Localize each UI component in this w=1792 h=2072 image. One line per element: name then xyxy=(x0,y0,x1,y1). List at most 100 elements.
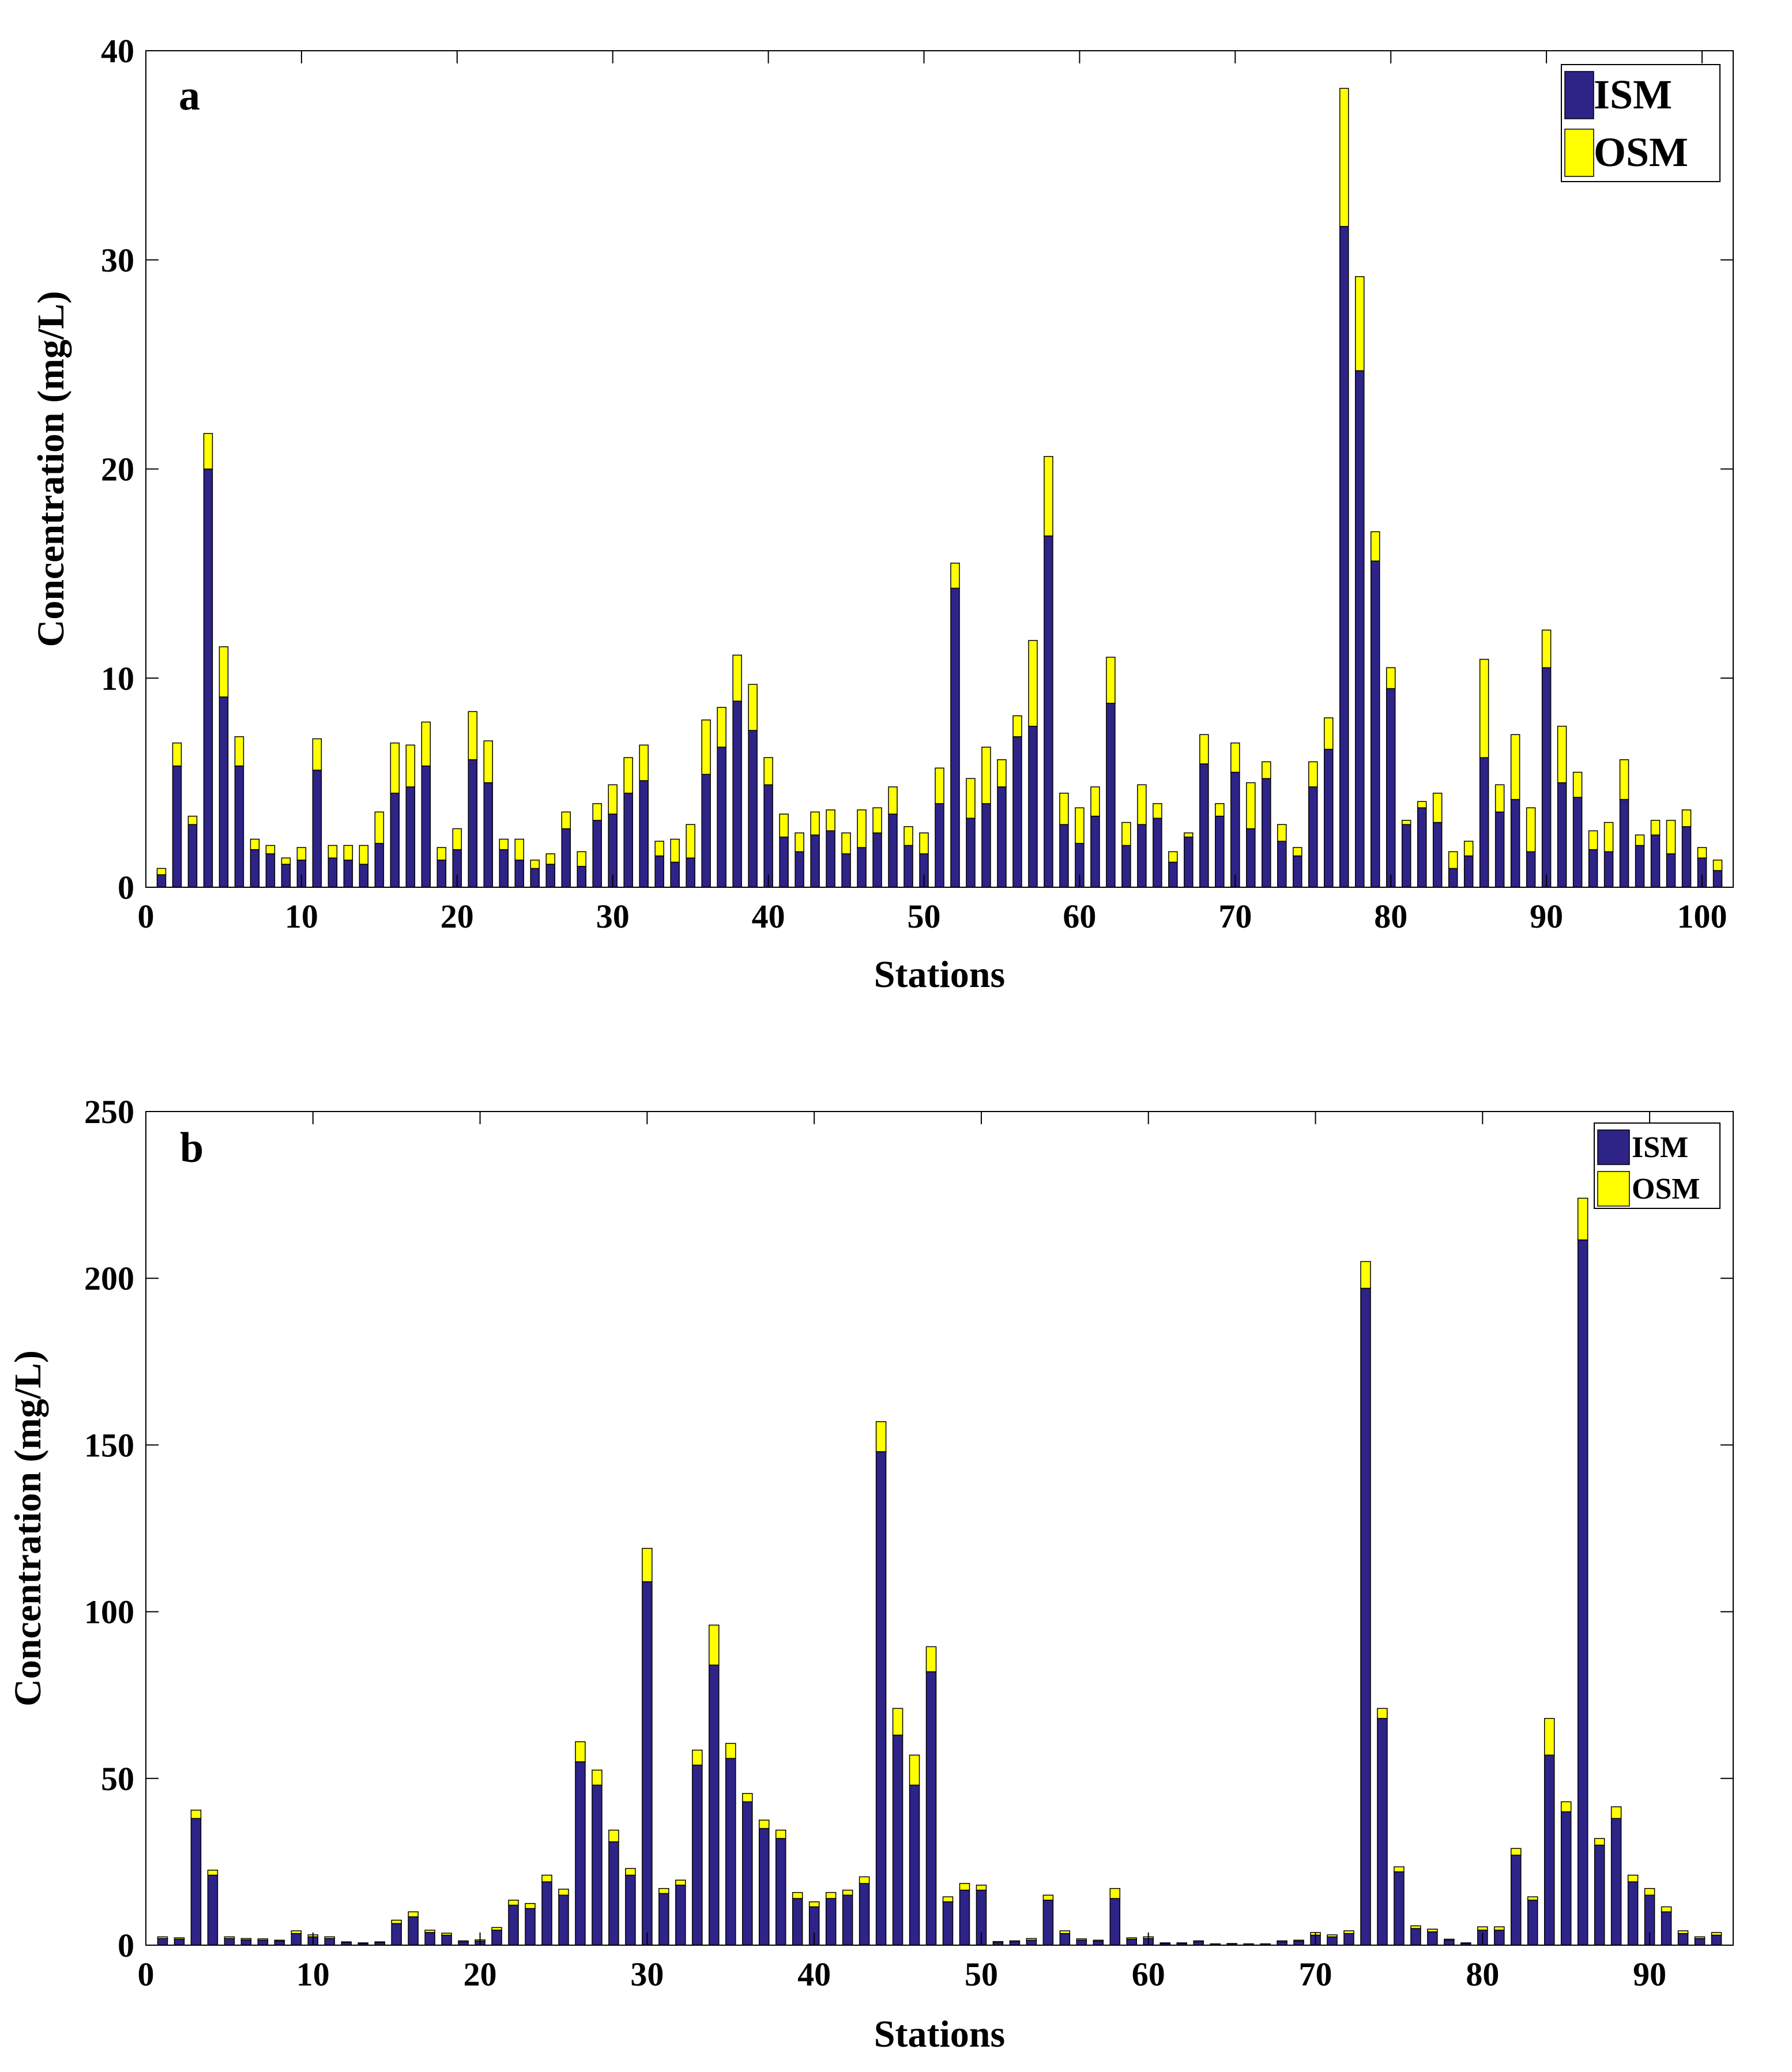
panel-b-bar-ism-2 xyxy=(174,1938,185,1946)
panel-a-bar-osm-83 xyxy=(1432,793,1443,823)
panel-b-bar-osm-72 xyxy=(1343,1930,1354,1934)
panel-a-bar-osm-40 xyxy=(763,757,773,786)
panel-b-bar-osm-33 xyxy=(692,1749,703,1766)
panel-a-bar-osm-2 xyxy=(172,742,182,767)
panel-b-bar-osm-9 xyxy=(291,1930,302,1934)
panel-a-bar-osm-25 xyxy=(530,860,540,869)
panel-a-bar-osm-41 xyxy=(779,813,789,838)
panel-b-bar-osm-58 xyxy=(1109,1888,1121,1899)
panel-b-bar-osm-45 xyxy=(892,1708,903,1736)
panel-b-bar-ism-92 xyxy=(1677,1933,1689,1946)
panel-a-ytick-label: 10 xyxy=(101,660,134,697)
panel-b-bar-ism-56 xyxy=(1076,1939,1087,1946)
panel-a-bar-ism-88 xyxy=(1510,798,1520,888)
panel-a-legend-swatch-osm xyxy=(1564,129,1594,177)
panel-b-bar-ism-44 xyxy=(875,1451,887,1946)
panel-b-bar-ism-31 xyxy=(658,1893,669,1946)
panel-b-bar-ism-29 xyxy=(625,1874,636,1946)
panel-b-bar-ism-59 xyxy=(1126,1938,1138,1946)
panel-a-bar-ism-54 xyxy=(981,803,991,888)
panel-a-bar-ism-101 xyxy=(1712,870,1723,888)
panel-b-bar-osm-17 xyxy=(424,1930,435,1933)
panel-b-bar-ism-21 xyxy=(491,1930,502,1946)
panel-a-bar-osm-101 xyxy=(1712,860,1723,871)
panel-b-bar-ism-89 xyxy=(1627,1881,1639,1946)
panel-b-bar-osm-43 xyxy=(859,1876,870,1884)
panel-b-bar-ism-1 xyxy=(157,1938,168,1946)
panel-a-bar-osm-82 xyxy=(1417,801,1427,808)
panel-b-bar-ism-4 xyxy=(207,1874,219,1946)
panel-a-bar-ism-77 xyxy=(1339,225,1349,888)
panel-b-bar-ism-81 xyxy=(1494,1930,1505,1946)
panel-b-bar-osm-15 xyxy=(391,1919,402,1924)
panel-a-bar-osm-56 xyxy=(1012,715,1022,737)
panel-a-bar-ism-51 xyxy=(935,803,944,888)
panel-b-bar-osm-36 xyxy=(741,1793,753,1803)
panel-b-bar-osm-91 xyxy=(1661,1906,1672,1912)
panel-a-bar-ism-57 xyxy=(1028,725,1038,888)
panel-a-bar-osm-50 xyxy=(919,832,929,854)
panel-b-bar-ism-57 xyxy=(1093,1941,1104,1946)
panel-b-bar-ism-23 xyxy=(525,1908,536,1946)
panel-a-bar-osm-15 xyxy=(374,811,385,844)
panel-a-bar-osm-84 xyxy=(1448,851,1458,869)
panel-a-bar-osm-4 xyxy=(203,433,213,470)
panel-b-xtick-label: 10 xyxy=(296,1956,330,1993)
panel-b-bar-osm-49 xyxy=(959,1883,970,1891)
panel-b-bar-osm-66 xyxy=(1243,1943,1254,1945)
panel-b-bar-ism-5 xyxy=(224,1938,235,1946)
panel-a-bar-ism-69 xyxy=(1215,815,1225,888)
panel-b-bar-osm-76 xyxy=(1410,1925,1421,1929)
panel-a-bar-ism-52 xyxy=(950,587,960,888)
panel-b-bar-osm-39 xyxy=(792,1892,803,1899)
panel-b-bar-ism-7 xyxy=(257,1939,269,1946)
panel-b-bar-ism-72 xyxy=(1343,1933,1354,1946)
panel-b-bar-osm-37 xyxy=(758,1819,770,1829)
panel-b-bar-ism-58 xyxy=(1109,1898,1121,1946)
panel-b-bar-ism-9 xyxy=(291,1933,302,1946)
panel-b-bar-ism-94 xyxy=(1711,1934,1722,1946)
panel-b-bar-osm-81 xyxy=(1494,1926,1505,1931)
panel-a-bar-osm-75 xyxy=(1308,761,1318,788)
panel-a-panel-letter: a xyxy=(179,72,200,119)
panel-b-bar-osm-24 xyxy=(541,1874,552,1882)
panel-a-bar-ism-65 xyxy=(1153,818,1162,888)
panel-b-bar-osm-46 xyxy=(909,1754,920,1786)
panel-a-xtick-label: 50 xyxy=(908,898,941,935)
panel-b-bar-osm-41 xyxy=(825,1892,837,1899)
panel-b-bar-osm-56 xyxy=(1076,1938,1087,1941)
panel-b-bar-osm-1 xyxy=(157,1936,168,1939)
chart-panel-b: 0 10 20 30 40 50 60 70 80 90 0 50 100 150 200 250 Statio… xyxy=(7,1093,1734,2055)
panel-a-bar-ism-35 xyxy=(686,857,695,888)
panel-b-bar-osm-21 xyxy=(491,1927,502,1931)
panel-b-bar-ism-25 xyxy=(558,1894,569,1946)
panel-b-bar-osm-67 xyxy=(1260,1943,1271,1945)
panel-a-bar-ism-56 xyxy=(1012,736,1022,888)
panel-b-bar-ism-74 xyxy=(1377,1717,1388,1946)
panel-b-bar-ism-49 xyxy=(959,1889,970,1946)
panel-b-bar-osm-8 xyxy=(274,1939,285,1942)
panel-b-bar-osm-23 xyxy=(525,1903,536,1909)
panel-a-xtick-label: 90 xyxy=(1530,898,1563,935)
panel-a-bar-osm-72 xyxy=(1262,761,1271,779)
panel-a-bar-osm-44 xyxy=(826,809,835,831)
panel-a-bar-ism-49 xyxy=(903,845,913,888)
panel-a-bar-ism-11 xyxy=(312,770,322,888)
panel-b-bar-ism-15 xyxy=(391,1923,402,1946)
panel-a-bar-ism-80 xyxy=(1386,688,1396,888)
panel-a-bar-ism-63 xyxy=(1121,845,1131,888)
panel-a-bar-osm-58 xyxy=(1044,455,1053,537)
panel-b-bar-osm-29 xyxy=(625,1868,636,1876)
panel-a-bar-ism-3 xyxy=(187,824,198,888)
panel-b-bar-ism-47 xyxy=(925,1671,937,1946)
panel-b-bar-osm-90 xyxy=(1644,1888,1655,1896)
panel-a-bar-osm-12 xyxy=(327,845,338,858)
panel-a-y-axis-label: Concentration (mg/L) xyxy=(30,291,72,647)
panel-b-bar-osm-69 xyxy=(1293,1939,1304,1942)
panel-a-bar-ism-21 xyxy=(468,759,478,888)
panel-a-bar-ism-32 xyxy=(639,780,649,888)
panel-a-bar-osm-74 xyxy=(1293,847,1302,857)
panel-a-bar-osm-69 xyxy=(1215,803,1225,817)
panel-a-bar-osm-54 xyxy=(981,747,991,804)
